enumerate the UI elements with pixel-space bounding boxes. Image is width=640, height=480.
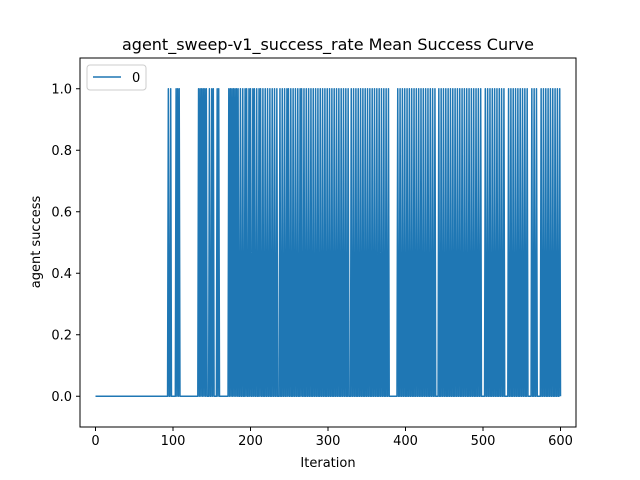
x-tick-label: 200 (238, 434, 263, 449)
chart-title: agent_sweep-v1_success_rate Mean Success… (122, 35, 534, 55)
x-axis-label: Iteration (300, 456, 355, 471)
x-tick-label: 400 (393, 434, 418, 449)
plot-border (79, 57, 577, 428)
y-tick-label: 0.6 (51, 205, 72, 220)
y-tick-label: 0.2 (51, 328, 72, 343)
y-axis-ticks: 0.0 0.2 0.4 0.6 0.8 1.0 (51, 82, 80, 405)
x-axis-ticks: 0 100 200 300 400 500 600 (91, 427, 573, 449)
y-tick-label: 0.0 (51, 390, 72, 405)
y-tick-label: 1.0 (51, 82, 72, 97)
x-tick-label: 500 (471, 434, 496, 449)
series-line (95, 88, 562, 397)
y-tick-label: 0.4 (51, 267, 72, 282)
legend-label: 0 (132, 71, 140, 86)
x-tick-label: 600 (548, 434, 573, 449)
legend: 0 (86, 64, 147, 91)
y-axis-label: agent success (29, 196, 44, 289)
x-tick-label: 0 (91, 434, 99, 449)
x-tick-label: 300 (316, 434, 341, 449)
x-tick-label: 100 (161, 434, 186, 449)
y-tick-label: 0.8 (51, 144, 72, 159)
